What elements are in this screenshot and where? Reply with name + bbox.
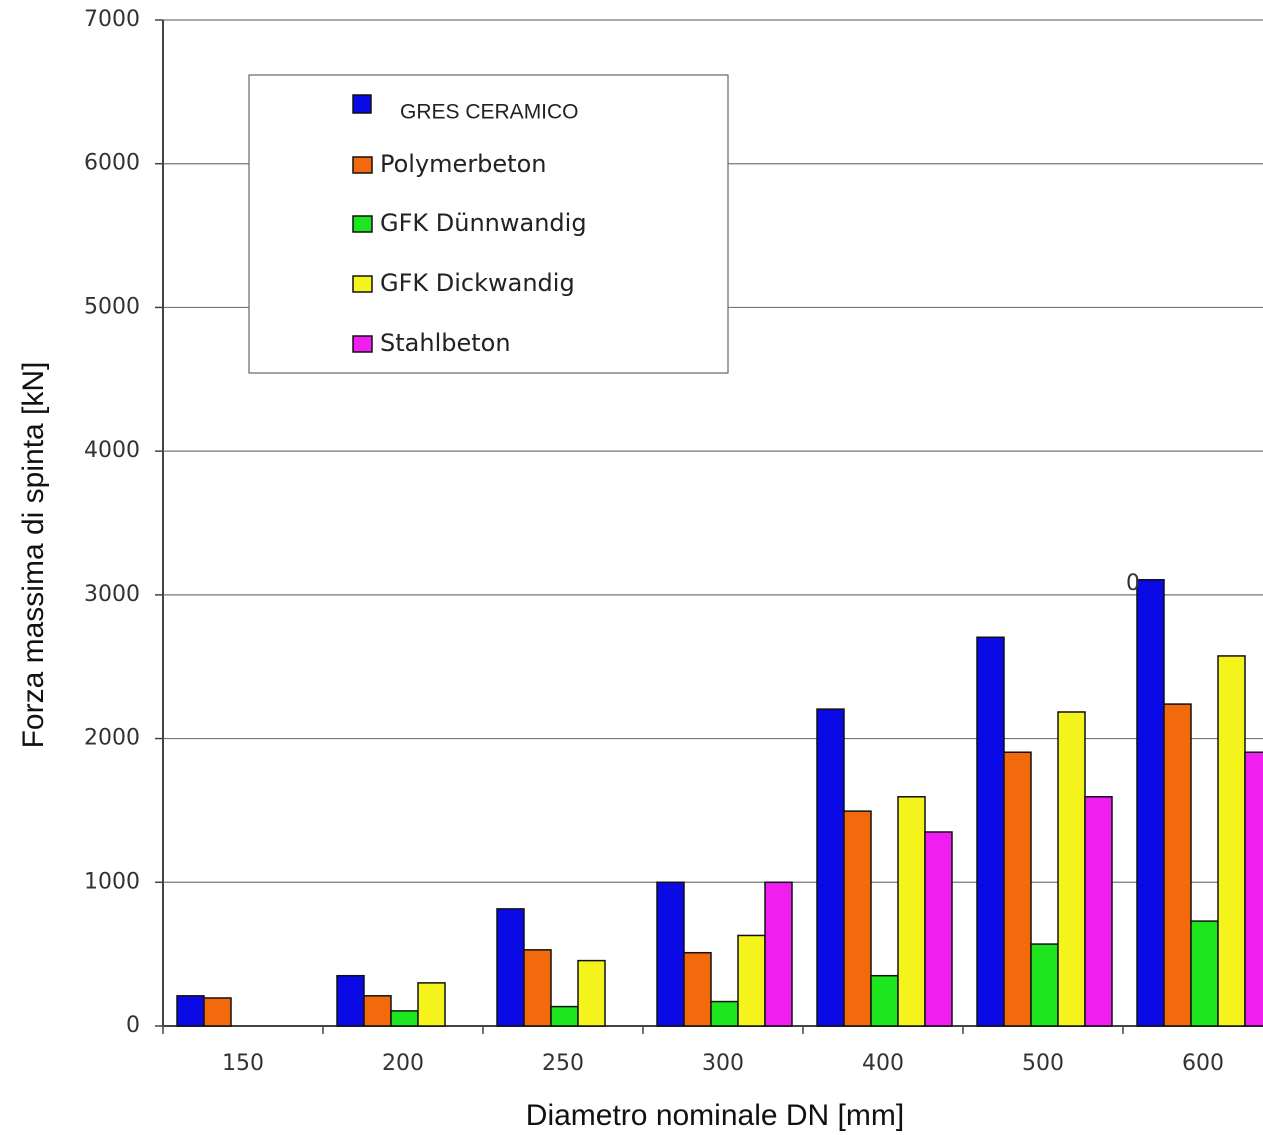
legend-box	[248, 74, 729, 374]
legend-label: Stahlbeton	[380, 329, 511, 357]
bar	[976, 636, 1005, 1027]
y-tick-label: 7000	[84, 7, 140, 32]
bar	[336, 974, 365, 1027]
bar	[1217, 655, 1246, 1027]
bar	[870, 974, 899, 1027]
y-tick-label: 6000	[84, 151, 140, 176]
bar	[523, 949, 552, 1027]
y-axis-title: Forza massima di spinta [kN]	[17, 362, 50, 749]
bar	[737, 934, 766, 1027]
bar	[1057, 711, 1086, 1027]
y-tick-label: 4000	[84, 438, 140, 463]
bar	[1190, 920, 1219, 1027]
bar	[764, 881, 793, 1027]
x-tick-label: 150	[222, 1051, 264, 1076]
bar	[390, 1010, 419, 1027]
bar	[496, 908, 525, 1027]
x-tick-label: 600	[1182, 1051, 1224, 1076]
y-tick-label: 5000	[84, 294, 140, 319]
legend-label: GRES CERAMICO	[400, 101, 579, 124]
bar	[816, 708, 845, 1027]
y-tick-label: 0	[126, 1013, 140, 1038]
bar	[683, 951, 712, 1027]
bar	[924, 831, 953, 1027]
y-tick-label: 2000	[84, 726, 140, 751]
legend-swatch	[352, 94, 372, 114]
legend-label: GFK Dünnwandig	[380, 209, 587, 237]
annotation: 0	[1126, 571, 1140, 596]
x-tick-label: 300	[702, 1051, 744, 1076]
bar	[1244, 751, 1263, 1027]
bar	[1163, 703, 1192, 1027]
x-axis-title: Diametro nominale DN [mm]	[526, 1099, 904, 1132]
bar	[1136, 579, 1165, 1027]
legend-swatch	[352, 275, 373, 293]
bar	[363, 995, 392, 1027]
bar	[897, 796, 926, 1027]
bar	[1084, 796, 1113, 1027]
bar	[1030, 943, 1059, 1027]
bar	[550, 1005, 579, 1027]
legend-swatch	[352, 156, 373, 174]
y-tick-label: 3000	[84, 582, 140, 607]
x-tick-label: 200	[382, 1051, 424, 1076]
legend-label: GFK Dickwandig	[380, 269, 575, 297]
legend-swatch	[352, 335, 373, 353]
x-tick-label: 250	[542, 1051, 584, 1076]
bar	[656, 881, 685, 1027]
x-tick-label: 400	[862, 1051, 904, 1076]
x-tick-label: 500	[1022, 1051, 1064, 1076]
legend-swatch	[352, 215, 373, 233]
legend-label: Polymerbeton	[380, 150, 547, 178]
bar	[710, 1000, 739, 1027]
bar	[417, 982, 446, 1027]
y-tick-label: 1000	[84, 869, 140, 894]
bar	[203, 997, 232, 1027]
bar	[1003, 751, 1032, 1027]
bar	[577, 959, 606, 1027]
bar	[843, 810, 872, 1027]
bar	[176, 995, 205, 1027]
